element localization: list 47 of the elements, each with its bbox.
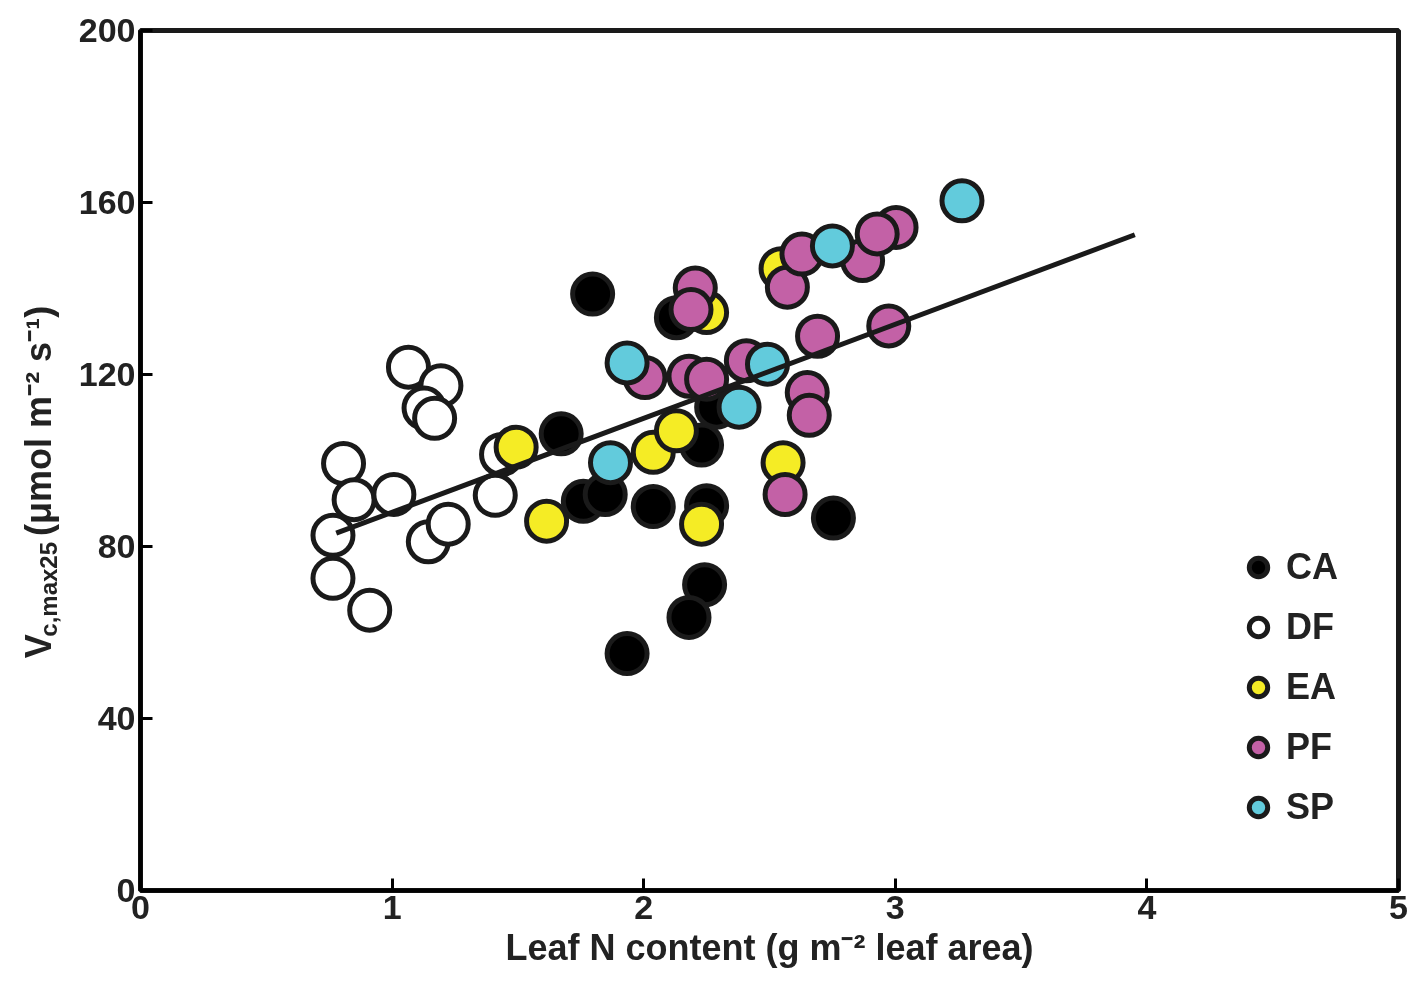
y-tick-label: 120 <box>78 355 136 393</box>
point <box>630 484 676 529</box>
y-axis-title: Vc,max25 (μmol m⁻² s⁻¹) <box>18 305 62 659</box>
point <box>810 495 856 541</box>
point <box>939 178 985 224</box>
legend-label: SP <box>1286 786 1335 828</box>
point <box>786 392 832 438</box>
point <box>310 555 356 601</box>
point <box>331 477 377 523</box>
legend-label: DF <box>1286 606 1334 648</box>
y-tick-label: 200 <box>78 11 136 49</box>
y-tick-label: 40 <box>97 699 136 737</box>
legend-label: PF <box>1286 726 1333 768</box>
x-tick-label: 2 <box>634 887 654 926</box>
point <box>666 594 712 640</box>
point <box>524 498 570 544</box>
x-tick-label: 1 <box>382 887 402 926</box>
x-tick-label: 5 <box>1389 887 1408 926</box>
point <box>493 424 539 470</box>
point <box>371 472 417 517</box>
point <box>682 562 728 608</box>
point <box>762 472 808 517</box>
point <box>604 340 650 386</box>
point <box>795 313 841 359</box>
y-tick-label: 80 <box>97 527 136 565</box>
point <box>412 395 458 441</box>
point <box>809 223 855 269</box>
point <box>425 501 471 547</box>
point <box>764 264 810 310</box>
point <box>668 287 714 333</box>
point <box>321 441 367 486</box>
x-tick-label: 4 <box>1137 887 1157 926</box>
x-tick-label: 3 <box>885 887 905 926</box>
y-tick-label: 160 <box>78 183 136 221</box>
point <box>653 408 699 454</box>
point <box>570 271 616 317</box>
x-axis-title: Leaf N content (g m⁻² leaf area) <box>505 926 1034 968</box>
legend-label: EA <box>1286 666 1337 708</box>
point <box>854 211 900 257</box>
point <box>385 344 431 390</box>
point <box>679 501 725 547</box>
legend-label: CA <box>1286 546 1338 588</box>
point <box>587 440 633 486</box>
point <box>347 587 393 633</box>
point <box>310 512 356 558</box>
point <box>604 631 650 677</box>
point <box>716 384 762 430</box>
